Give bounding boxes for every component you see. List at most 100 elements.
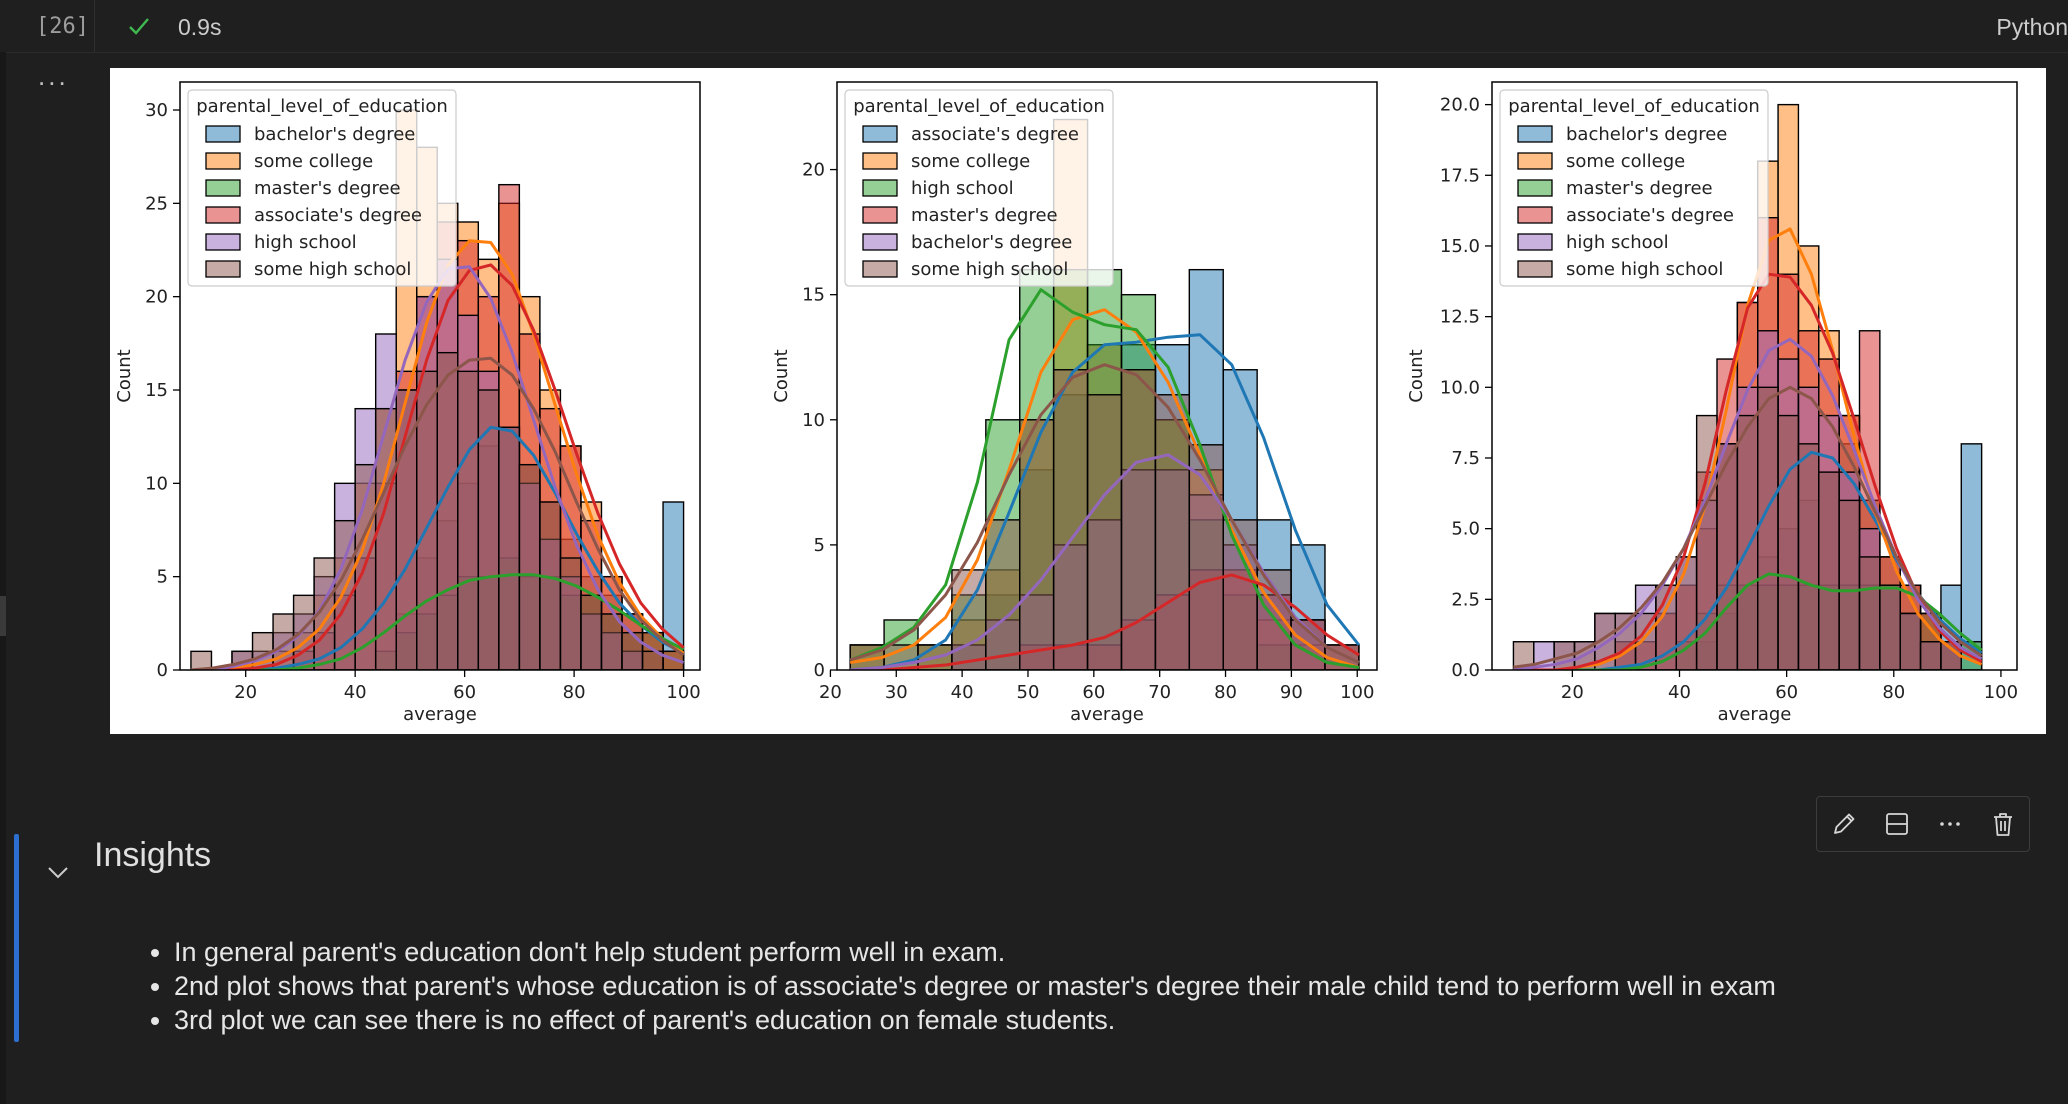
y-tick-label: 15.0	[1440, 236, 1480, 257]
y-tick-label: 20	[145, 287, 168, 308]
x-tick-label: 70	[1148, 682, 1171, 703]
cell-status-bar: [26] 0.9s Python	[0, 0, 2068, 53]
y-tick-label: 5	[157, 567, 168, 588]
legend-title: parental_level_of_education	[196, 96, 448, 117]
histogram-bar	[457, 370, 480, 670]
legend-swatch	[1517, 179, 1553, 197]
histogram-bar	[1858, 556, 1881, 670]
histogram-bar	[1899, 612, 1922, 670]
gutter-marker	[0, 596, 6, 636]
histogram-bar	[477, 389, 500, 670]
x-tick-label: 20	[819, 682, 842, 703]
legend-swatch	[205, 233, 241, 251]
kde-line	[190, 239, 685, 670]
list-item: 2nd plot shows that parent's whose educa…	[174, 969, 2068, 1003]
histogram-bar	[985, 519, 1021, 670]
chart-3: 20 40 60 80 100 0.0 2.5 5.0 7.5 10.0 12.5 15.0 17.5 2…	[1406, 81, 2018, 725]
y-tick-label: 10	[145, 473, 168, 494]
legend-label: associate's degree	[1566, 205, 1734, 226]
histogram-bar	[1960, 443, 1983, 670]
legend-label: master's degree	[254, 178, 401, 199]
y-tick-label: 12.5	[1440, 307, 1480, 328]
x-axis-label: average	[403, 704, 477, 725]
legend-label: associate's degree	[254, 205, 422, 226]
y-tick-label: 7.5	[1451, 448, 1480, 469]
histogram-bar	[518, 463, 541, 670]
legend-box	[187, 89, 457, 287]
legend-swatch	[862, 206, 898, 224]
x-axis-label: average	[1718, 704, 1792, 725]
legend-label: some high school	[254, 259, 411, 280]
legend-label: high school	[254, 232, 357, 253]
legend-swatch	[862, 179, 898, 197]
chart-2: 20 30 40 50 60 70 80 90 100 0 5 10 15 20 average Count p…	[771, 81, 1378, 725]
legend-swatch	[862, 125, 898, 143]
y-axis-label: Count	[1406, 349, 1427, 402]
histogram-bar	[1120, 369, 1157, 670]
insights-list: In general parent's education don't help…	[138, 935, 2068, 1037]
y-tick-label: 0	[157, 660, 168, 681]
gutter-divider	[94, 0, 95, 52]
more-icon	[1939, 822, 1960, 826]
x-axis-label: average	[1070, 704, 1144, 725]
x-tick-label: 100	[666, 682, 700, 703]
legend-swatch	[862, 233, 898, 251]
axes-frame	[1491, 81, 2018, 671]
kde-line	[1513, 272, 1983, 670]
y-axis-label: Count	[771, 349, 792, 402]
chevron-down-icon[interactable]	[44, 858, 72, 886]
histogram-bar	[1919, 641, 1942, 670]
legend-swatch	[205, 152, 241, 170]
edit-button[interactable]	[1824, 804, 1864, 844]
y-tick-label: 5	[814, 535, 825, 556]
kde-line	[190, 356, 685, 670]
y-tick-label: 20	[802, 160, 825, 181]
list-item: 3rd plot we can see there is no effect o…	[174, 1003, 2068, 1037]
split-cell-button[interactable]	[1877, 804, 1917, 844]
legend-swatch	[205, 125, 241, 143]
legend-label: some college	[254, 151, 373, 172]
kernel-picker[interactable]: Python	[1996, 14, 2068, 40]
kde-line	[1513, 385, 1983, 669]
x-tick-label: 20	[234, 682, 257, 703]
y-tick-label: 0	[814, 660, 825, 681]
legend-swatch	[1517, 260, 1553, 278]
legend: parental_level_of_education bachelor's de…	[187, 89, 457, 287]
histogram-figure: 20 40 60 80 100051015202530averageCountparen…	[114, 81, 2018, 725]
x-tick-label: 60	[1082, 682, 1105, 703]
output-more-icon[interactable]: ...	[38, 61, 69, 91]
more-actions-button[interactable]	[1930, 804, 1970, 844]
histogram-bar	[1879, 584, 1901, 670]
execution-duration: 0.9s	[178, 14, 222, 40]
legend-label: bachelor's degree	[1566, 124, 1727, 145]
check-icon	[129, 18, 149, 35]
y-tick-label: 2.5	[1451, 589, 1480, 610]
kde-line	[1513, 572, 1983, 670]
plot-area	[1512, 103, 1983, 670]
chart-1: 20 40 60 80 100 0 5 10 15 20 25 30 average Count paren…	[114, 81, 701, 725]
histogram-bar	[1222, 519, 1258, 670]
legend: parental_level_of_education bachelor's de…	[1499, 89, 1769, 287]
x-tick-label: 90	[1280, 682, 1303, 703]
x-tick-label: 100	[1340, 682, 1374, 703]
legend-label: some high school	[1566, 259, 1723, 280]
legend-swatch	[1517, 206, 1553, 224]
x-tick-label: 30	[885, 682, 908, 703]
series-bars	[1512, 386, 1962, 670]
histogram-bar	[1797, 443, 1820, 670]
plot-area	[849, 118, 1361, 670]
kde-line	[190, 425, 685, 670]
y-tick-label: 15	[145, 380, 168, 401]
markdown-heading: Insights	[94, 836, 212, 874]
y-tick-label: 20.0	[1440, 95, 1480, 116]
x-tick-label: 50	[1017, 682, 1040, 703]
legend-label: associate's degree	[911, 124, 1079, 145]
execution-count: [26]	[36, 14, 89, 39]
histogram-bar	[1188, 444, 1224, 670]
legend-label: high school	[911, 178, 1014, 199]
legend-label: bachelor's degree	[254, 124, 415, 145]
legend-label: master's degree	[1566, 178, 1713, 199]
delete-cell-button[interactable]	[1983, 804, 2023, 844]
legend-swatch	[1517, 125, 1553, 143]
histogram-bar	[1154, 394, 1191, 670]
